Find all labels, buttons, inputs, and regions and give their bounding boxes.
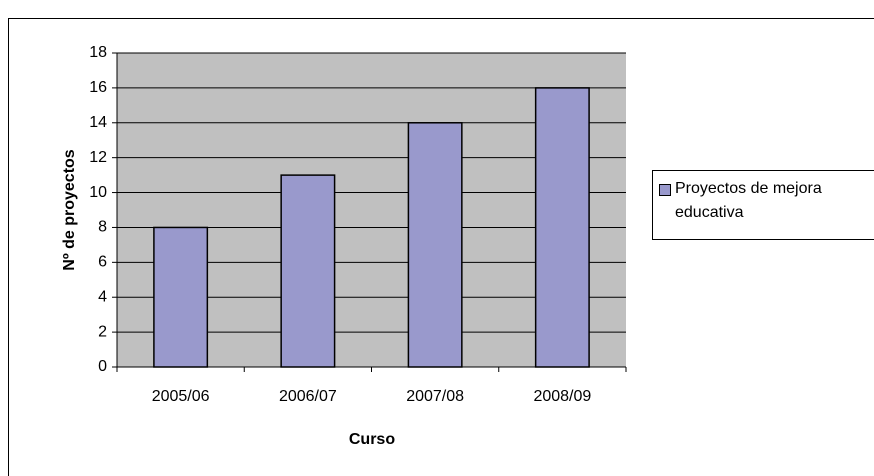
y-tick-label: 2 bbox=[98, 323, 107, 340]
y-tick-label: 14 bbox=[89, 114, 107, 131]
y-tick-label: 10 bbox=[89, 184, 107, 201]
x-axis-label: Curso bbox=[349, 431, 395, 448]
y-tick-label: 8 bbox=[98, 219, 107, 236]
y-tick-label: 16 bbox=[89, 79, 107, 96]
y-axis-label: Nº de proyectos bbox=[61, 149, 78, 271]
bar bbox=[153, 226, 209, 368]
x-tick-label: 2008/09 bbox=[533, 388, 591, 405]
x-tick-label: 2005/06 bbox=[152, 388, 210, 405]
x-tick-label: 2007/08 bbox=[406, 388, 464, 405]
y-tick-label: 4 bbox=[98, 288, 107, 305]
legend-label: Proyectos de mejora educativa bbox=[675, 180, 822, 221]
legend-swatch bbox=[659, 184, 671, 196]
bar bbox=[534, 87, 590, 368]
y-tick-label: 18 bbox=[89, 44, 107, 61]
bar bbox=[280, 174, 336, 368]
y-tick-label: 0 bbox=[98, 358, 107, 375]
legend: Proyectos de mejora educativa bbox=[652, 170, 874, 240]
x-tick-label: 2006/07 bbox=[279, 388, 337, 405]
y-tick-label: 12 bbox=[89, 149, 107, 166]
y-tick-label: 6 bbox=[98, 254, 107, 271]
bar bbox=[407, 122, 463, 368]
